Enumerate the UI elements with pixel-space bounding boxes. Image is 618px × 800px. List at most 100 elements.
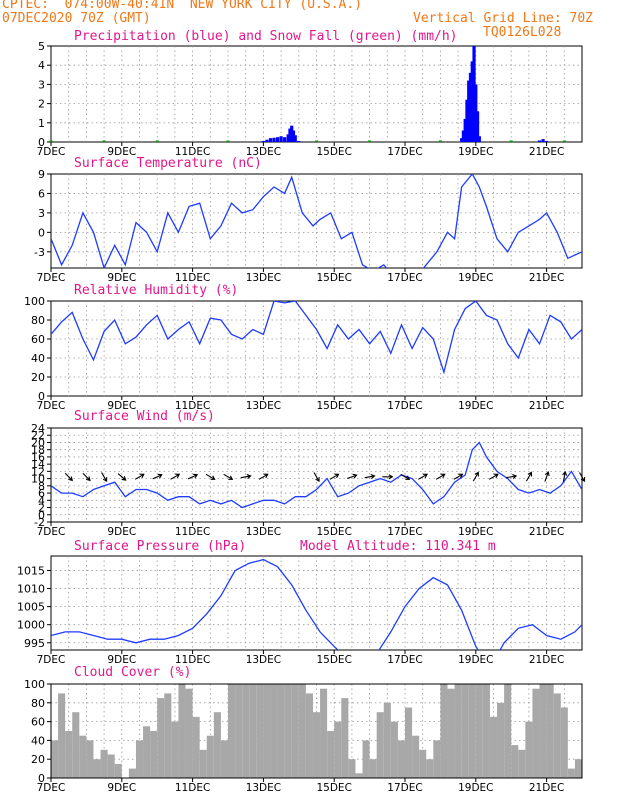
precip-bar bbox=[275, 137, 280, 142]
precip-bar bbox=[475, 111, 480, 142]
precip-bar bbox=[460, 138, 464, 142]
x-tick-label: 13DEC bbox=[246, 654, 281, 666]
cloud-bar bbox=[135, 740, 144, 778]
x-tick-label: 11DEC bbox=[175, 654, 210, 666]
cloud-bar bbox=[65, 731, 73, 778]
plot-frame bbox=[50, 555, 583, 651]
date-header: 07DEC2020 70Z (GMT) bbox=[2, 11, 151, 26]
snow-bar bbox=[368, 140, 372, 142]
panel-precip: 0 1 2 3 4 5 7DEC 9DEC 11DEC 13DEC 15DEC 17DEC 19DEC 2… bbox=[37, 40, 583, 158]
y-tick-label: 1015 bbox=[17, 564, 45, 577]
y-tick-label: 6 bbox=[38, 487, 45, 500]
cloud-bar bbox=[419, 749, 427, 778]
wind-arrow-head bbox=[263, 473, 269, 479]
wind-arrow bbox=[488, 473, 499, 480]
precip-bar bbox=[288, 128, 292, 142]
y-tick-label: 24 bbox=[31, 422, 45, 435]
y-tick-label: -2 bbox=[34, 516, 45, 529]
y-tick-label: 6 bbox=[38, 187, 45, 200]
wind-arrow-head bbox=[246, 473, 252, 479]
y-tick-label: 8 bbox=[38, 480, 45, 493]
y-tick-label: 4 bbox=[38, 59, 45, 72]
cloud-bar bbox=[327, 731, 335, 778]
y-tick-label: 40 bbox=[31, 734, 45, 747]
cloud-bar bbox=[426, 759, 434, 778]
wind-arrow bbox=[562, 471, 566, 482]
cloud-bar bbox=[447, 688, 455, 778]
wind-arrow bbox=[347, 474, 357, 480]
x-tick-label: 17DEC bbox=[387, 526, 422, 538]
x-tick-label: 15DEC bbox=[316, 146, 351, 158]
cloud-bar bbox=[192, 716, 200, 778]
wind-arrow bbox=[117, 473, 126, 481]
plot-frame bbox=[50, 45, 583, 143]
wind-arrow-head bbox=[474, 471, 479, 477]
y-tick-label: 20 bbox=[31, 753, 45, 766]
cloud-bar bbox=[482, 684, 490, 778]
y-tick-label: 995 bbox=[24, 637, 45, 650]
snow-bar bbox=[315, 140, 318, 142]
wind-line bbox=[51, 441, 582, 509]
cloud-bar bbox=[143, 726, 151, 778]
cloud-bar bbox=[235, 684, 243, 778]
precip-bar bbox=[265, 139, 269, 142]
cloud-bar bbox=[291, 684, 299, 778]
cloud-bar bbox=[440, 684, 448, 778]
snow-bar bbox=[102, 140, 106, 142]
cloud-bar bbox=[72, 712, 80, 778]
x-tick-label: 17DEC bbox=[387, 782, 422, 794]
y-tick-label: 60 bbox=[31, 716, 45, 729]
wind-arrow-head bbox=[139, 473, 145, 479]
y-tick-label: 14 bbox=[31, 458, 45, 471]
y-tick-label: 0 bbox=[38, 509, 45, 522]
precip-bar bbox=[470, 61, 474, 142]
cloud-bar bbox=[157, 698, 165, 778]
y-tick-label: 1 bbox=[38, 117, 45, 130]
cloud-bar bbox=[369, 759, 377, 778]
wind-title: Surface Wind (m/s) bbox=[74, 409, 215, 424]
wind-arrow bbox=[240, 475, 251, 479]
x-tick-label: 7DEC bbox=[37, 526, 66, 538]
wind-arrow bbox=[187, 474, 198, 480]
precip-bar bbox=[286, 134, 290, 142]
precip-bar bbox=[465, 99, 469, 142]
precip-bar bbox=[468, 72, 473, 142]
y-tick-label: 100 bbox=[24, 678, 45, 691]
wind-arrow-head bbox=[493, 473, 499, 479]
wind-arrow bbox=[364, 475, 375, 479]
x-tick-label: 21DEC bbox=[529, 272, 564, 284]
cloud-bar bbox=[228, 684, 236, 778]
wind-arrow-head bbox=[85, 476, 91, 482]
cloud-bar bbox=[355, 773, 363, 778]
precip-bar bbox=[474, 84, 478, 142]
x-tick-label: 17DEC bbox=[387, 146, 422, 158]
cloud-bar bbox=[220, 740, 228, 778]
wind-arrow bbox=[579, 472, 585, 482]
cloud-bar bbox=[284, 684, 292, 778]
panel-pressure: 995 1000 1005 1010 1015 7DEC 9DEC 11DEC 13DEC 15D… bbox=[17, 555, 583, 666]
y-tick-label: 1000 bbox=[17, 619, 45, 632]
wind-arrow-head bbox=[512, 473, 518, 479]
cloud-bar bbox=[546, 684, 554, 778]
x-tick-label: 21DEC bbox=[529, 526, 564, 538]
humidity-line bbox=[51, 301, 582, 375]
precip-bar bbox=[537, 140, 542, 142]
model-code: TQ0126L028 bbox=[483, 25, 562, 40]
x-tick-label: 19DEC bbox=[458, 146, 493, 158]
x-tick-label: 17DEC bbox=[387, 400, 422, 412]
cloud-bar bbox=[525, 721, 533, 778]
cloud-bar bbox=[341, 698, 349, 778]
cloud-bar bbox=[58, 693, 66, 778]
cloud-bar bbox=[298, 684, 306, 778]
cloud-bar bbox=[405, 707, 413, 778]
panel-temperature: -3 0 3 6 9 7DEC 9DEC 11DEC 13DEC 15DEC 17DEC 19DEC 2… bbox=[34, 168, 583, 284]
x-tick-label: 19DEC bbox=[458, 782, 493, 794]
precip-bar bbox=[545, 141, 549, 142]
x-tick-label: 11DEC bbox=[175, 146, 210, 158]
x-tick-label: 11DEC bbox=[175, 272, 210, 284]
x-tick-label: 7DEC bbox=[37, 654, 66, 666]
cloud-bar bbox=[164, 693, 172, 778]
x-tick-label: 19DEC bbox=[458, 400, 493, 412]
precip-bar bbox=[279, 136, 283, 142]
y-tick-label: 10 bbox=[31, 473, 45, 486]
